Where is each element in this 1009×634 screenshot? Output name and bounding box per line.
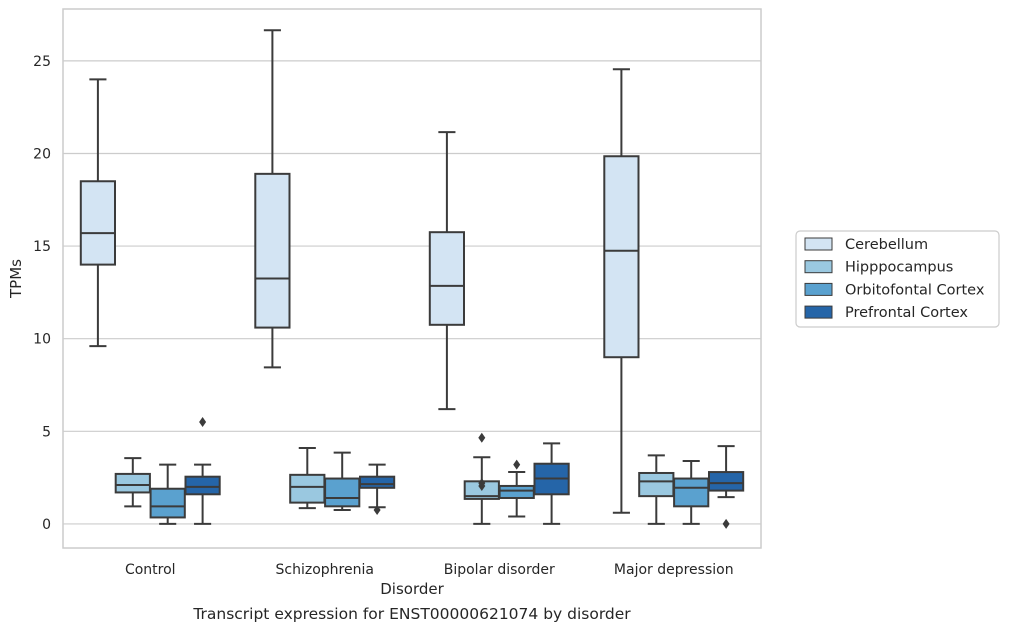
legend-entry: Hipppocampus (845, 260, 953, 276)
y-tick-label: 15 (33, 239, 51, 255)
y-tick-label: 25 (33, 54, 51, 70)
box-2-1 (463, 432, 500, 525)
box-0-3 (184, 417, 221, 525)
box-1-1 (289, 446, 326, 510)
legend-swatch (804, 260, 833, 274)
outlier-point (513, 459, 521, 470)
grid-lines (63, 60, 761, 525)
legend-swatch (804, 237, 833, 251)
box-iqr (603, 155, 640, 359)
legend-entry: Prefrontal Cortex (845, 305, 968, 321)
legend-entry: Orbitofontal Cortex (845, 282, 985, 298)
box-series (79, 29, 745, 529)
box-3-3 (707, 445, 745, 529)
box-3-1 (638, 454, 675, 525)
y-tick-label: 0 (42, 517, 51, 533)
outlier-point (478, 432, 486, 443)
box-2-2 (498, 459, 535, 518)
box-2-3 (533, 442, 570, 525)
legend-frame (795, 230, 1000, 328)
box-1-0 (254, 29, 291, 369)
y-tick-label: 10 (33, 332, 51, 348)
y-tick-label: 5 (42, 424, 51, 440)
box-0-0 (79, 78, 117, 348)
y-tick-label: 20 (33, 146, 51, 162)
box-0-1 (114, 457, 151, 508)
x-tick-label: Control (125, 562, 176, 578)
box-3-0 (603, 68, 640, 514)
box-iqr (428, 231, 466, 326)
outlier-point (199, 417, 207, 428)
legend-entry: Cerebellum (845, 237, 928, 253)
y-tick-labels: 0 5 10 15 20 25 (33, 54, 51, 533)
box-iqr (289, 473, 326, 504)
plot-frame (62, 8, 762, 549)
figure-caption: Transcript expression for ENST0000062107… (193, 605, 631, 623)
box-iqr (358, 475, 396, 489)
x-axis-label: Disorder (380, 580, 444, 598)
box-2-0 (428, 131, 466, 411)
box-iqr (114, 472, 151, 494)
box-iqr (184, 475, 221, 496)
legend-swatch (804, 305, 833, 319)
boxplot-chart: 0 5 10 15 20 25 Control Schizophrenia Bipolar d… (7, 8, 1000, 598)
box-3-2 (673, 459, 710, 525)
outlier-point (373, 505, 381, 516)
y-axis-label: TPMs (7, 259, 25, 299)
box-iqr (498, 484, 535, 499)
box-iqr (149, 487, 186, 519)
outlier-point (722, 518, 730, 529)
box-iqr (673, 477, 710, 508)
x-tick-label: Major depression (614, 562, 734, 578)
box-1-2 (324, 451, 361, 512)
outlier-point (478, 478, 486, 489)
x-tick-labels: Control Schizophrenia Bipolar disorder Majo… (125, 562, 734, 578)
x-tick-label: Schizophrenia (276, 562, 374, 578)
box-0-2 (149, 463, 186, 525)
box-iqr (79, 180, 117, 266)
box-iqr (324, 477, 361, 508)
legend: Cerebellum Hipppocampus Orbitofontal Corte… (795, 230, 1000, 328)
box-iqr (638, 471, 675, 498)
box-iqr (254, 172, 291, 329)
x-tick-label: Bipolar disorder (444, 562, 555, 578)
box-iqr (707, 471, 745, 492)
legend-swatch (804, 282, 833, 296)
box-1-3 (358, 463, 396, 516)
